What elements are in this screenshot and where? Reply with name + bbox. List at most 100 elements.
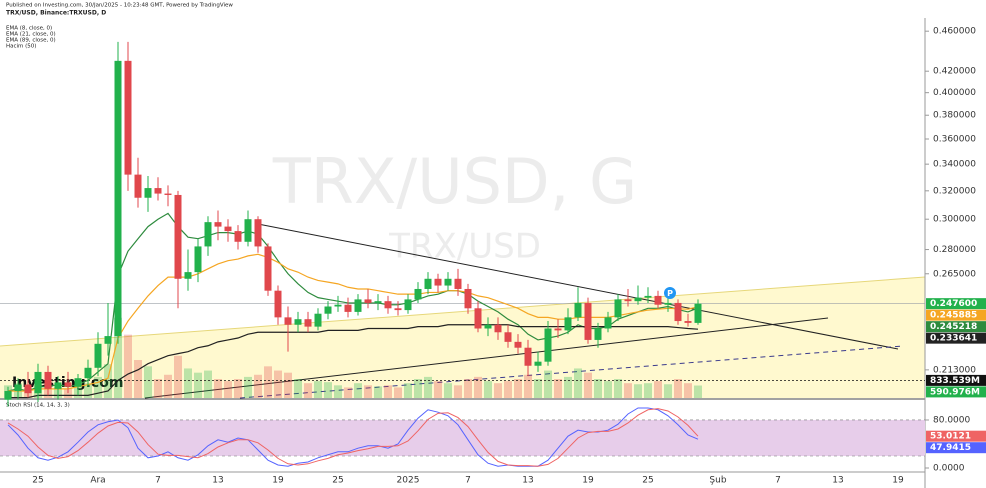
- volume-bar: [654, 381, 662, 398]
- candle-body: [564, 317, 572, 331]
- candle-body: [674, 302, 682, 322]
- price-tag: [926, 321, 986, 333]
- volume-bar: [224, 381, 232, 398]
- y-tick-label: 80.0000: [933, 415, 970, 425]
- stoch-band: [0, 419, 925, 456]
- volume-bar: [674, 379, 682, 398]
- volume-bar: [544, 370, 552, 398]
- candle-body: [614, 299, 622, 318]
- trend-line: [144, 317, 829, 399]
- candle-body: [234, 231, 242, 242]
- price-tag-label: 0.245885: [930, 311, 977, 321]
- candle-body: [64, 382, 72, 387]
- candle-body: [114, 60, 122, 337]
- candle-body: [34, 371, 42, 394]
- candle-body: [94, 343, 102, 368]
- x-tick-label: 19: [582, 476, 594, 486]
- volume-bar: [204, 370, 212, 398]
- candle-body: [664, 302, 672, 305]
- candle-body: [354, 299, 362, 312]
- x-tick-label: 7: [775, 476, 781, 486]
- volume-bar: [474, 376, 482, 398]
- channel-line: [0, 276, 926, 347]
- candle-body: [54, 382, 62, 389]
- candle-body: [194, 246, 202, 273]
- marker-label: P: [667, 289, 673, 298]
- candle-body: [284, 317, 292, 325]
- volume-bar: [624, 383, 632, 398]
- candle-body: [604, 317, 612, 329]
- price-tag-label: 590.976M: [930, 387, 980, 397]
- stoch-line: [7, 407, 699, 467]
- volume-bar: [694, 385, 702, 398]
- candle-body: [204, 222, 212, 247]
- legend-entry: EMA (89, close, 0): [6, 38, 56, 44]
- y-tick-label: 0.280000: [933, 245, 976, 255]
- price-tag-label: 0.247600: [930, 299, 977, 309]
- candle-body: [4, 391, 12, 400]
- candle-body: [164, 193, 172, 195]
- volume-bar: [584, 372, 592, 398]
- y-tick-label: 0.340000: [933, 160, 976, 170]
- volume-bar: [124, 334, 132, 398]
- y-tick-label: 0.460000: [933, 27, 976, 37]
- candle-body: [294, 319, 302, 325]
- volume-bar: [514, 379, 522, 398]
- candle-body: [344, 304, 352, 312]
- x-tick-label: 13: [832, 476, 843, 486]
- volume-bar: [554, 379, 562, 398]
- x-tick-label: 25: [332, 476, 343, 486]
- y-tick-label: 0.0000: [933, 463, 965, 473]
- candle-body: [414, 288, 422, 300]
- volume-bar: [284, 372, 292, 398]
- volume-bar: [184, 368, 192, 398]
- legend-entry: EMA (21, close, 0): [6, 32, 56, 38]
- volume-bar: [334, 385, 342, 398]
- volume-bar: [64, 388, 72, 398]
- price-tag-label: 0.245218: [930, 322, 977, 332]
- volume-bar: [244, 376, 252, 398]
- volume-bar: [214, 379, 222, 398]
- volume-bar: [454, 385, 462, 398]
- volume-bar: [174, 355, 182, 398]
- price-tag: [926, 298, 986, 310]
- volume-bar: [414, 379, 422, 398]
- volume-bar: [274, 370, 282, 398]
- volume-bar: [94, 376, 102, 398]
- candle-body: [644, 295, 652, 298]
- volume-bar: [194, 372, 202, 398]
- price-tag-label: 47.9415: [930, 443, 971, 453]
- candle-body: [44, 371, 52, 389]
- volume-bar: [144, 366, 152, 398]
- x-tick-label: 13: [522, 476, 533, 486]
- candle-body: [144, 188, 152, 198]
- candle-body: [304, 319, 312, 327]
- x-tick-label: 19: [272, 476, 284, 486]
- volume-bar: [494, 383, 502, 398]
- volume-bar: [574, 368, 582, 398]
- x-tick-label: 7: [465, 476, 471, 486]
- volume-bar: [394, 387, 402, 398]
- volume-bar: [604, 381, 612, 398]
- candle-body: [534, 361, 542, 366]
- candle-body: [554, 328, 562, 331]
- price-tag: [926, 430, 986, 442]
- x-tick-label: Şub: [709, 476, 726, 486]
- candle-body: [514, 341, 522, 348]
- volume-bar: [434, 381, 442, 398]
- y-tick-label: 0.300000: [933, 215, 976, 225]
- volume-bar: [314, 381, 322, 398]
- candle-body: [104, 336, 112, 344]
- candle-body: [314, 313, 322, 327]
- volume-bar: [154, 379, 162, 398]
- price-tag: [926, 374, 986, 386]
- candle-body: [494, 324, 502, 333]
- candle-body: [584, 302, 592, 340]
- candle-body: [264, 246, 272, 291]
- candle-body: [694, 303, 702, 323]
- volume-bar: [84, 383, 92, 398]
- y-tick-label: 0.400000: [933, 88, 976, 98]
- volume-bar: [294, 379, 302, 398]
